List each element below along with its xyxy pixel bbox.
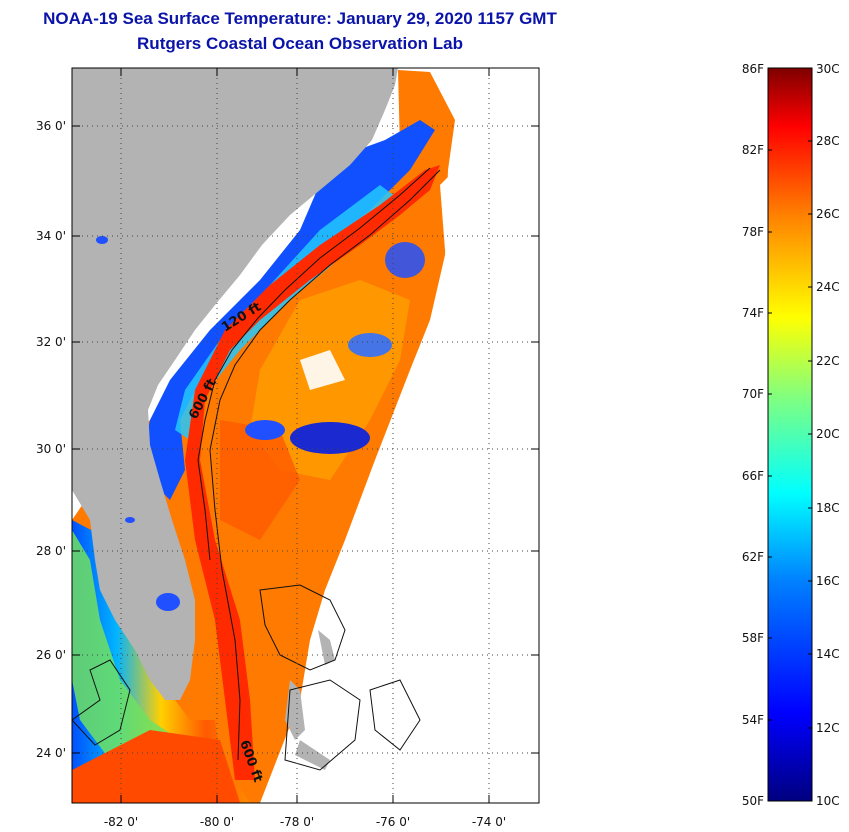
colorbar-f-label: 62F <box>742 550 764 564</box>
colorbar-c-label: 30C <box>816 62 840 76</box>
contour-bahamas <box>284 679 361 771</box>
colorbar-f-label: 70F <box>742 387 764 401</box>
contour-gulf <box>72 659 131 746</box>
colorbar-c-label: 24C <box>816 280 840 294</box>
sst-cold-eddy <box>245 420 285 440</box>
colorbar-c-label: 14C <box>816 647 840 661</box>
colorbar-c-label: 28C <box>816 134 840 148</box>
colorbar-f-label: 58F <box>742 631 764 645</box>
land-lake <box>125 517 135 523</box>
lat-label: 26 0' <box>36 648 66 662</box>
sst-gulf-shelf <box>72 530 180 780</box>
cloud-patch <box>300 350 345 390</box>
colorbar-c-label: 22C <box>816 354 840 368</box>
colorbar-c-label: 20C <box>816 427 840 441</box>
land-bahamas <box>318 630 335 665</box>
colorbar-f-label: 86F <box>742 62 764 76</box>
colorbar-f-label: 82F <box>742 143 764 157</box>
colorbar-c-label: 26C <box>816 207 840 221</box>
colorbar-c-label: 18C <box>816 501 840 515</box>
colorbar-f-label: 54F <box>742 713 764 727</box>
lat-label: 30 0' <box>36 442 66 456</box>
sst-cold-eddy <box>385 242 425 278</box>
map-frame <box>71 67 540 804</box>
colorbar-f-label: 74F <box>742 306 764 320</box>
colorbar-c-label: 10C <box>816 794 840 808</box>
map-title-line1: NOAA-19 Sea Surface Temperature: January… <box>43 9 557 28</box>
sst-warm-mottle <box>220 420 300 540</box>
lat-label: 24 0' <box>36 746 66 760</box>
land-lake <box>96 236 108 244</box>
lat-label: 36 0' <box>36 119 66 133</box>
lon-label: -78 0' <box>280 815 314 829</box>
land-bahamas <box>295 740 330 770</box>
colorbar-f-label: 66F <box>742 469 764 483</box>
sst-gulf-stream <box>185 165 440 780</box>
map-title-line2: Rutgers Coastal Ocean Observation Lab <box>137 34 463 53</box>
map-panel <box>72 68 539 803</box>
colorbar-gradient <box>767 67 813 802</box>
contour-600ft <box>209 169 441 761</box>
cloud-patch <box>440 170 460 250</box>
contour-120ft <box>197 167 431 561</box>
lon-label: -74 0' <box>472 815 506 829</box>
sst-keys-warm <box>72 730 240 803</box>
sst-cold-eddy <box>348 333 392 357</box>
lon-label: -76 0' <box>376 815 410 829</box>
colorbar-c-label: 12C <box>816 721 840 735</box>
land-lake <box>156 593 180 611</box>
colorbar-f-label: 50F <box>742 794 764 808</box>
contour-bahamas <box>259 584 346 671</box>
colorbar-f-label: 78F <box>742 225 764 239</box>
lon-label: -80 0' <box>200 815 234 829</box>
land-us-mainland <box>72 68 398 700</box>
frame-ticks <box>72 68 539 803</box>
sst-cold-eddy <box>290 422 370 454</box>
colorbar-c-label: 16C <box>816 574 840 588</box>
colorbar: 86F 82F 78F 74F 70F 66F 62F 58F 54F 50F … <box>742 62 840 808</box>
lat-label: 32 0' <box>36 335 66 349</box>
lat-label: 28 0' <box>36 544 66 558</box>
lon-label: -82 0' <box>104 815 138 829</box>
colorbar-ticks <box>768 140 812 729</box>
lat-label: 34 0' <box>36 229 66 243</box>
contour-bahamas <box>369 679 421 751</box>
